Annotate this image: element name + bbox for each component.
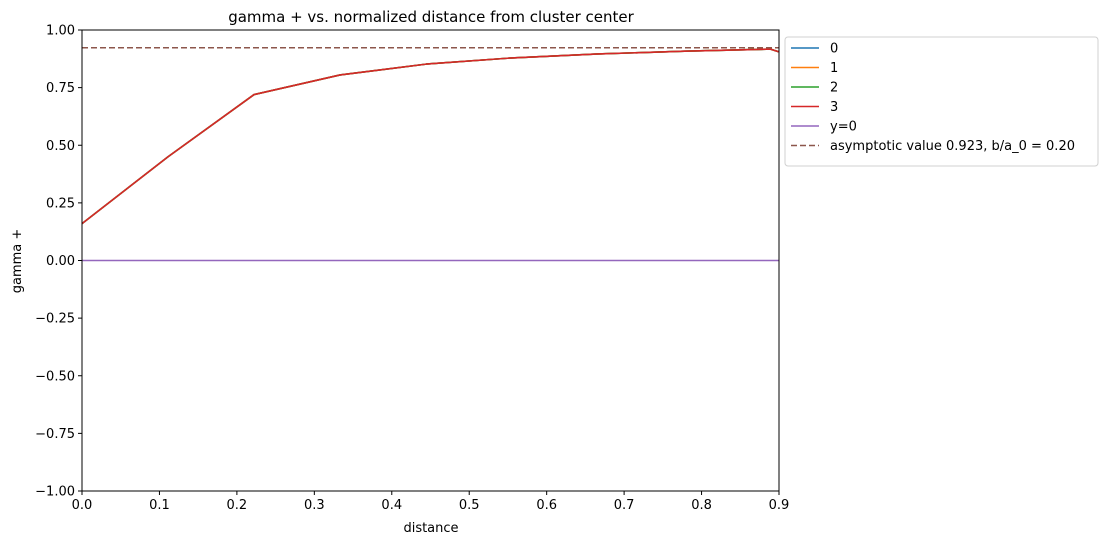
series-line-3 xyxy=(82,48,779,225)
y-tick-label: −0.75 xyxy=(35,427,75,442)
legend: 0 1 2 3 y=0 asymptotic value 0.923, b/a_0 = 0… xyxy=(784,36,1099,167)
x-tick-label: 0.6 xyxy=(536,498,557,513)
chart-title: gamma + vs. normalized distance from clu… xyxy=(228,8,634,26)
legend-label: 2 xyxy=(830,81,838,96)
legend-label: y=0 xyxy=(830,120,857,135)
y-tick-label: 0.50 xyxy=(46,139,75,154)
legend-label: asymptotic value 0.923, b/a_0 = 0.20 xyxy=(830,139,1075,154)
x-axis-label: distance xyxy=(403,521,458,536)
series-line-2 xyxy=(82,48,779,225)
x-tick-label: 0.8 xyxy=(691,498,712,513)
series-line-0 xyxy=(82,48,779,225)
x-tick-label: 0.5 xyxy=(459,498,480,513)
y-tick-label: 0.75 xyxy=(46,81,75,96)
x-tick-label: 0.3 xyxy=(304,498,325,513)
x-tick-label: 0.0 xyxy=(72,498,93,513)
x-tick-label: 0.4 xyxy=(381,498,402,513)
y-tick-label: −0.50 xyxy=(35,369,75,384)
legend-box xyxy=(784,36,1099,167)
y-tick-label: 0.25 xyxy=(46,196,75,211)
legend-label: 3 xyxy=(830,100,838,115)
y-tick-label: 0.00 xyxy=(46,254,75,269)
plot-area: 0.0 0.1 0.2 0.3 0.4 0.5 0.6 0.7 0.8 0.9 −1.00 −0.75… xyxy=(35,24,789,514)
y-tick-label: −1.00 xyxy=(35,485,75,500)
x-tick-label: 0.9 xyxy=(769,498,790,513)
y-tick-label: 1.00 xyxy=(46,24,75,39)
series-line-1 xyxy=(82,48,779,225)
x-tick-label: 0.1 xyxy=(149,498,170,513)
y-tick-label: −0.25 xyxy=(35,312,75,327)
legend-label: 0 xyxy=(830,42,838,57)
y-axis-label: gamma + xyxy=(10,229,25,294)
x-tick-label: 0.7 xyxy=(614,498,635,513)
legend-label: 1 xyxy=(830,61,838,76)
x-tick-label: 0.2 xyxy=(227,498,248,513)
